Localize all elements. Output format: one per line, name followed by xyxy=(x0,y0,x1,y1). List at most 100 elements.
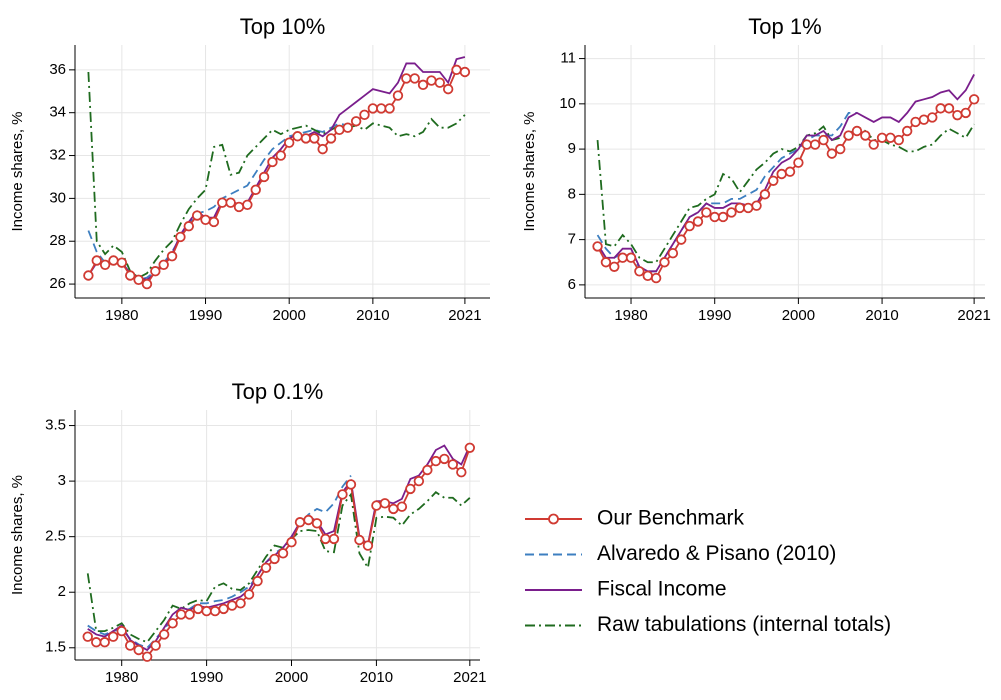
x-tick-label: 1990 xyxy=(190,669,223,686)
x-tick-label: 1980 xyxy=(614,307,647,324)
data-point xyxy=(125,270,136,281)
data-point xyxy=(243,589,255,600)
data-point xyxy=(379,498,391,509)
data-point xyxy=(717,211,729,223)
data-point xyxy=(175,231,186,243)
y-tick-label: 1.5 xyxy=(45,639,66,656)
y-axis-label: Income shares, % xyxy=(9,111,26,231)
data-point xyxy=(208,216,220,228)
data-point xyxy=(600,257,612,268)
y-tick-label: 2 xyxy=(58,583,66,600)
data-point xyxy=(759,189,771,200)
data-point xyxy=(835,143,846,155)
series-line xyxy=(87,444,471,652)
data-point xyxy=(726,207,737,218)
y-axis-label: Income shares, % xyxy=(521,111,538,231)
data-point xyxy=(876,132,888,143)
x-tick-label: 2021 xyxy=(448,307,481,324)
data-point xyxy=(860,130,871,141)
data-point xyxy=(225,197,236,208)
data-point xyxy=(201,605,212,617)
data-point xyxy=(943,103,955,114)
data-point xyxy=(650,272,662,284)
data-point xyxy=(701,207,712,218)
data-point xyxy=(464,442,476,453)
data-point xyxy=(328,533,340,545)
data-point xyxy=(456,467,467,478)
chart-title: Top 0.1% xyxy=(232,379,324,404)
data-point xyxy=(376,103,387,114)
data-point xyxy=(642,270,653,282)
legend-marker xyxy=(548,513,559,525)
x-tick-label: 2010 xyxy=(356,307,389,324)
data-point xyxy=(413,475,425,487)
data-point xyxy=(91,637,102,648)
data-point xyxy=(885,132,896,143)
data-point xyxy=(209,605,221,617)
x-tick-label: 2021 xyxy=(453,669,486,686)
y-tick-label: 30 xyxy=(49,189,66,206)
data-point xyxy=(442,83,454,95)
data-point xyxy=(192,603,204,615)
data-point xyxy=(91,255,102,266)
x-tick-label: 2000 xyxy=(273,307,306,324)
data-point xyxy=(768,175,779,186)
data-point xyxy=(784,166,796,177)
data-point xyxy=(269,553,280,565)
data-point xyxy=(362,540,374,551)
data-point xyxy=(692,216,704,227)
data-point xyxy=(83,270,94,281)
y-tick-label: 10 xyxy=(559,95,576,112)
data-point xyxy=(286,537,297,548)
panel: Top 10% Income shares, % 26 28 30 32 34 36 1980 1… xyxy=(9,14,490,324)
data-point xyxy=(158,629,170,640)
x-tick-label: 1980 xyxy=(105,669,138,686)
data-point xyxy=(751,200,762,211)
series-line xyxy=(596,111,857,273)
y-tick-label: 2.5 xyxy=(45,528,66,545)
data-point xyxy=(191,210,203,221)
x-tick-label: 2021 xyxy=(957,307,990,324)
data-point xyxy=(893,134,905,146)
panel: Top 0.1% Income shares, % 1.5 2 2.5 3 3.5 1980 1… xyxy=(9,379,487,686)
data-point xyxy=(217,197,228,208)
data-point xyxy=(334,124,345,136)
data-point xyxy=(667,247,679,259)
data-point xyxy=(275,150,287,161)
data-point xyxy=(742,202,754,214)
y-tick-label: 7 xyxy=(568,231,576,248)
data-point xyxy=(434,77,445,88)
panel: Top 1% Income shares, % 6 7 8 9 10 11 1980 1990 20… xyxy=(521,14,991,324)
x-tick-label: 2000 xyxy=(782,307,815,324)
data-point xyxy=(116,257,128,268)
x-tick-label: 1980 xyxy=(105,307,138,324)
data-point xyxy=(384,103,395,114)
data-point xyxy=(158,259,169,270)
series-line xyxy=(86,491,471,644)
y-tick-label: 8 xyxy=(568,185,576,202)
data-point xyxy=(901,125,913,137)
chart-title: Top 10% xyxy=(240,14,326,39)
x-tick-label: 2000 xyxy=(275,669,308,686)
data-point xyxy=(439,453,450,465)
data-point xyxy=(320,533,331,545)
y-tick-label: 34 xyxy=(49,104,66,121)
legend-label: Fiscal Income xyxy=(597,578,727,601)
data-point xyxy=(818,134,829,146)
data-point xyxy=(927,112,938,123)
data-point xyxy=(793,157,804,168)
data-point xyxy=(141,651,153,662)
y-tick-label: 9 xyxy=(568,140,576,157)
data-point xyxy=(184,609,195,620)
series-line xyxy=(87,56,466,281)
data-point xyxy=(250,184,261,196)
data-point xyxy=(405,483,416,495)
data-point xyxy=(709,211,720,223)
data-point xyxy=(150,640,161,651)
data-point xyxy=(116,625,127,637)
data-point xyxy=(801,139,812,150)
data-point xyxy=(426,75,437,86)
data-point xyxy=(417,79,429,91)
data-point xyxy=(200,214,211,226)
